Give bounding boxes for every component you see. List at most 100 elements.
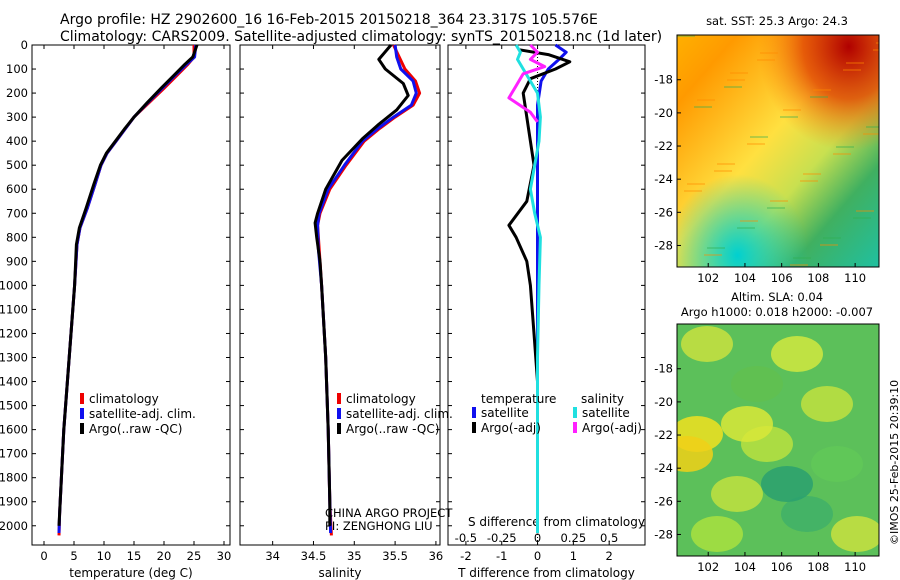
depth-tick-label: 1400 [0, 375, 28, 389]
legend-swatch [472, 422, 476, 433]
series-satellite-adj-clim- [57, 44, 198, 534]
sst-streak [803, 173, 821, 175]
legend-group-title: salinity [581, 392, 624, 406]
sst-streak [767, 207, 785, 209]
map-ytick-label: -26 [654, 205, 673, 219]
sst-streak [677, 35, 695, 37]
legend-swatch [337, 393, 341, 404]
depth-tick-label: 1200 [0, 326, 28, 340]
map-ytick-label: -24 [654, 461, 673, 475]
sdiff-tick-label: 0.5 [600, 531, 618, 545]
sst-streak [747, 143, 765, 145]
sst-cool-patch [677, 35, 879, 267]
sla-blob [801, 386, 853, 422]
map-ytick-label: -22 [654, 428, 673, 442]
legend-swatch [337, 408, 341, 419]
depth-tick-label: 1900 [0, 495, 28, 509]
temperature-xtick-label: 25 [187, 549, 202, 563]
map-ytick-label: -28 [654, 238, 673, 252]
salinity-xlabel: salinity [318, 566, 361, 580]
map-ytick-label: -20 [654, 395, 673, 409]
sst-streak [823, 237, 841, 239]
series-satellite-adj-clim- [316, 44, 418, 534]
profile-title: Argo profile: HZ 2902600_16 16-Feb-2015 … [60, 12, 598, 28]
series-argo-raw-qc- [57, 44, 199, 526]
legend-label: Argo(..raw -QC) [89, 422, 182, 436]
salinity-xtick-label: 35 [347, 549, 362, 563]
depth-tick-label: 1500 [0, 399, 28, 413]
map-ytick-label: -24 [654, 172, 673, 186]
depth-tick-label: 1800 [0, 471, 28, 485]
differences-xtick-label: -1 [496, 549, 507, 563]
depth-tick-label: 2000 [0, 519, 28, 533]
depth-tick-label: 1000 [0, 278, 28, 292]
sst-streak [876, 42, 879, 44]
project-label: CHINA ARGO PROJECT [325, 506, 453, 520]
map-ytick-label: -26 [654, 494, 673, 508]
salinity-xtick-label: 34 [265, 549, 280, 563]
sst-streak [730, 72, 748, 74]
map-xtick-label: 106 [771, 271, 793, 285]
depth-tick-label: 200 [6, 86, 28, 100]
depth-tick-label: 400 [6, 134, 28, 148]
sst-streak [760, 52, 778, 54]
sst-streak [833, 153, 851, 155]
sst-streak [813, 89, 831, 91]
sst-streak [810, 96, 828, 98]
sla-blob [831, 516, 879, 552]
sla-map-subtitle: Argo h1000: 0.018 h2000: -0.007 [681, 305, 873, 319]
sst-streak [783, 109, 801, 111]
depth-tick-label: 100 [6, 62, 28, 76]
temperature-xtick-label: 10 [97, 549, 112, 563]
sst-map-title: sat. SST: 25.3 Argo: 24.3 [706, 14, 848, 28]
legend-label: satellite [481, 406, 529, 420]
map-xtick-label: 102 [697, 271, 719, 285]
legend-swatch [337, 423, 341, 434]
sst-streak [793, 257, 811, 259]
sst-streak [836, 146, 854, 148]
map-ytick-label: -22 [654, 139, 673, 153]
salinity-xtick-label: 34.5 [301, 549, 327, 563]
map-ytick-label: -18 [654, 73, 673, 87]
sst-streak [750, 136, 768, 138]
map-xtick-label: 102 [697, 560, 719, 574]
sla_map-field [677, 324, 879, 556]
temperature-xtick-label: 0 [40, 549, 47, 563]
sst-streak [737, 227, 755, 229]
sst-streak [800, 180, 818, 182]
map-xtick-label: 104 [734, 560, 756, 574]
series-salinity-argo-adj- [507, 43, 547, 123]
differences-xtick-label: 1 [570, 549, 577, 563]
sst-streak [687, 183, 705, 185]
salinity-frame [239, 44, 441, 546]
sst-streak [873, 49, 879, 51]
sdiff-tick-label: 0.25 [561, 531, 587, 545]
legend-label: satellite-adj. clim. [89, 407, 196, 421]
legend-label: Argo(..raw -QC) [346, 422, 439, 436]
sdiff-tick-label: -0.25 [487, 531, 517, 545]
sdiff-tick-label: 0 [534, 531, 541, 545]
sla-blob [711, 476, 763, 512]
depth-tick-label: 1300 [0, 351, 28, 365]
sla-blob [761, 466, 813, 502]
depth-tick-label: 800 [6, 230, 28, 244]
depth-tick-label: 900 [6, 254, 28, 268]
sst-streak [740, 220, 758, 222]
series-climatology [316, 44, 422, 536]
temperature-frame [31, 44, 231, 546]
depth-tick-label: 1600 [0, 423, 28, 437]
imos-stamp: ©IMOS 25-Feb-2015 20:39:10 [888, 379, 900, 545]
sst-streak [704, 254, 722, 256]
sst_map-frame [676, 34, 880, 268]
series-salinity-satellite [514, 44, 542, 533]
legend-label: climatology [346, 392, 416, 406]
sla-blob [691, 516, 743, 552]
legend-label: satellite [582, 406, 630, 420]
differences-xtick-label: 2 [606, 549, 613, 563]
sdiff-xlabel: S difference from climatology [468, 515, 645, 529]
sla-map-title: Altim. SLA: 0.04 [731, 290, 823, 304]
legend-label: satellite-adj. clim. [346, 407, 453, 421]
legend-swatch [472, 407, 476, 418]
map-xtick-label: 110 [844, 271, 866, 285]
temperature-xtick-label: 5 [70, 549, 77, 563]
